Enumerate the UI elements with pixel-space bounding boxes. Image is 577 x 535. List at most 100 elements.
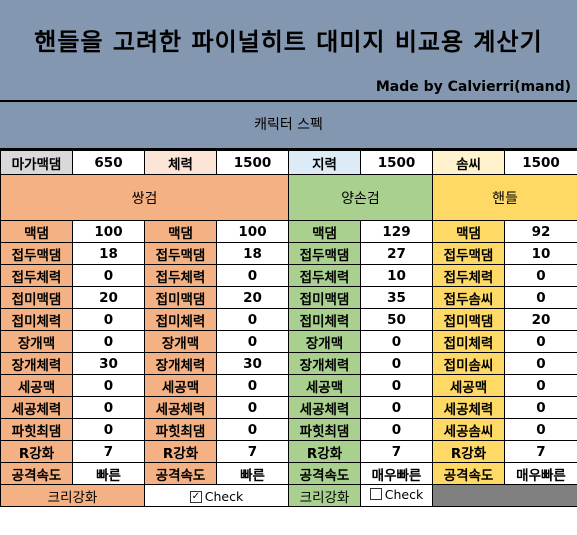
dual-a-value[interactable]: 0 bbox=[72, 264, 145, 287]
two-hand-value[interactable]: 35 bbox=[360, 286, 433, 309]
stat-input-row: 맥댐 100 맥댐 100 맥댐 129 맥댐 92 bbox=[0, 220, 577, 243]
stat-input-row: 접미체력 0 접미체력 0 접미체력 50 접미맥댐 20 bbox=[0, 308, 577, 331]
dual-b-label: 접미맥댐 bbox=[144, 286, 217, 309]
stat-label-hp: 체력 bbox=[144, 150, 217, 175]
two-hand-value[interactable]: 0 bbox=[360, 374, 433, 397]
two-hand-label: 장개맥 bbox=[288, 330, 361, 353]
dual-a-value[interactable]: 0 bbox=[72, 374, 145, 397]
checkbox-unchecked-icon[interactable] bbox=[369, 488, 382, 501]
dual-a-value[interactable]: 20 bbox=[72, 286, 145, 309]
dual-a-value[interactable]: 7 bbox=[72, 440, 145, 463]
dual-b-value[interactable]: 30 bbox=[216, 352, 289, 375]
dual-b-value[interactable]: 0 bbox=[216, 396, 289, 419]
dual-b-label: 접미체력 bbox=[144, 308, 217, 331]
handle-label: 접미맥댐 bbox=[432, 308, 505, 331]
crit-label-two-hand: 크리강화 bbox=[288, 484, 361, 507]
dual-a-value[interactable]: 0 bbox=[72, 396, 145, 419]
dual-b-value[interactable]: 0 bbox=[216, 374, 289, 397]
stat-value-dex[interactable]: 1500 bbox=[504, 150, 577, 175]
dual-b-label: 세공체력 bbox=[144, 396, 217, 419]
stat-value-int[interactable]: 1500 bbox=[360, 150, 433, 175]
calculator-grid: 마가맥댐 650 체력 1500 지력 1500 솜씨 1500 쌍검 양손검 … bbox=[0, 150, 577, 507]
dual-b-value[interactable]: 20 bbox=[216, 286, 289, 309]
dual-b-label: 장개맥 bbox=[144, 330, 217, 353]
dual-a-label: 접미체력 bbox=[0, 308, 73, 331]
dual-b-value[interactable]: 18 bbox=[216, 242, 289, 265]
crit-checkbox-dual[interactable]: ✓ Check bbox=[144, 484, 289, 507]
handle-value[interactable]: 0 bbox=[504, 264, 577, 287]
dual-a-label: 맥댐 bbox=[0, 220, 73, 243]
two-hand-value[interactable]: 0 bbox=[360, 352, 433, 375]
handle-label: 접미솜씨 bbox=[432, 352, 505, 375]
dual-a-label: 세공맥 bbox=[0, 374, 73, 397]
handle-label: 공격속도 bbox=[432, 462, 505, 485]
two-hand-label: 공격속도 bbox=[288, 462, 361, 485]
dual-b-label: 접두체력 bbox=[144, 264, 217, 287]
dual-b-label: R강화 bbox=[144, 440, 217, 463]
group-header-dual-sword: 쌍검 bbox=[0, 174, 289, 221]
two-hand-value[interactable]: 0 bbox=[360, 396, 433, 419]
two-hand-label: 세공맥 bbox=[288, 374, 361, 397]
stat-input-row: 접두체력 0 접두체력 0 접두체력 10 접두체력 0 bbox=[0, 264, 577, 287]
two-hand-value[interactable]: 27 bbox=[360, 242, 433, 265]
dual-b-label: 세공맥 bbox=[144, 374, 217, 397]
handle-value[interactable]: 0 bbox=[504, 396, 577, 419]
handle-label: 세공솜씨 bbox=[432, 418, 505, 441]
dual-b-value[interactable]: 100 bbox=[216, 220, 289, 243]
dual-a-label: 접미맥댐 bbox=[0, 286, 73, 309]
stat-input-row: 접미맥댐 20 접미맥댐 20 접미맥댐 35 접두솜씨 0 bbox=[0, 286, 577, 309]
dual-a-value[interactable]: 100 bbox=[72, 220, 145, 243]
dual-a-value[interactable]: 0 bbox=[72, 418, 145, 441]
dual-b-label: 공격속도 bbox=[144, 462, 217, 485]
handle-value[interactable]: 0 bbox=[504, 418, 577, 441]
dual-b-value[interactable]: 7 bbox=[216, 440, 289, 463]
handle-value[interactable]: 7 bbox=[504, 440, 577, 463]
handle-value[interactable]: 0 bbox=[504, 286, 577, 309]
two-hand-value[interactable]: 129 bbox=[360, 220, 433, 243]
dual-a-value[interactable]: 0 bbox=[72, 308, 145, 331]
two-hand-value[interactable]: 매우빠른 bbox=[360, 462, 433, 485]
dual-b-value[interactable]: 0 bbox=[216, 264, 289, 287]
crit-checkbox-two-hand[interactable]: Check bbox=[360, 484, 433, 507]
dual-a-value[interactable]: 0 bbox=[72, 330, 145, 353]
stat-value-hp[interactable]: 1500 bbox=[216, 150, 289, 175]
two-hand-label: 접미체력 bbox=[288, 308, 361, 331]
two-hand-value[interactable]: 0 bbox=[360, 330, 433, 353]
dual-b-label: 장개체력 bbox=[144, 352, 217, 375]
stat-value-magic-max[interactable]: 650 bbox=[72, 150, 145, 175]
handle-label: 접두체력 bbox=[432, 264, 505, 287]
handle-value[interactable]: 0 bbox=[504, 352, 577, 375]
handle-value[interactable]: 0 bbox=[504, 374, 577, 397]
crit-row: 크리강화 ✓ Check 크리강화 Check bbox=[0, 484, 577, 507]
two-hand-value[interactable]: 7 bbox=[360, 440, 433, 463]
dual-a-label: 장개체력 bbox=[0, 352, 73, 375]
empty-filler-cell bbox=[432, 484, 577, 507]
handle-label: 맥댐 bbox=[432, 220, 505, 243]
dual-b-value[interactable]: 0 bbox=[216, 330, 289, 353]
two-hand-value[interactable]: 10 bbox=[360, 264, 433, 287]
stat-row: 마가맥댐 650 체력 1500 지력 1500 솜씨 1500 bbox=[0, 150, 577, 175]
two-hand-label: 세공체력 bbox=[288, 396, 361, 419]
stat-input-row: 공격속도 빠른 공격속도 빠른 공격속도 매우빠른 공격속도 매우빠른 bbox=[0, 462, 577, 485]
checkbox-checked-icon[interactable]: ✓ bbox=[189, 490, 202, 503]
two-hand-value[interactable]: 50 bbox=[360, 308, 433, 331]
dual-a-value[interactable]: 18 bbox=[72, 242, 145, 265]
two-hand-value[interactable]: 0 bbox=[360, 418, 433, 441]
dual-a-label: 접두맥댐 bbox=[0, 242, 73, 265]
dual-b-value[interactable]: 0 bbox=[216, 418, 289, 441]
dual-b-value[interactable]: 0 bbox=[216, 308, 289, 331]
handle-value[interactable]: 20 bbox=[504, 308, 577, 331]
handle-value[interactable]: 10 bbox=[504, 242, 577, 265]
handle-label: 세공맥 bbox=[432, 374, 505, 397]
handle-value[interactable]: 92 bbox=[504, 220, 577, 243]
handle-value[interactable]: 매우빠른 bbox=[504, 462, 577, 485]
handle-value[interactable]: 0 bbox=[504, 330, 577, 353]
two-hand-label: 맥댐 bbox=[288, 220, 361, 243]
two-hand-label: R강화 bbox=[288, 440, 361, 463]
page-title: 핸들을 고려한 파이널히트 대미지 비교용 계산기 bbox=[34, 28, 543, 56]
dual-a-value[interactable]: 30 bbox=[72, 352, 145, 375]
stat-input-row: 장개맥 0 장개맥 0 장개맥 0 접미체력 0 bbox=[0, 330, 577, 353]
dual-a-value[interactable]: 빠른 bbox=[72, 462, 145, 485]
dual-b-value[interactable]: 빠른 bbox=[216, 462, 289, 485]
